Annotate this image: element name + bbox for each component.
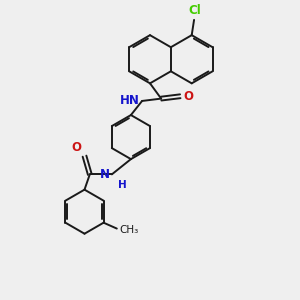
Text: H: H — [118, 180, 127, 190]
Text: O: O — [72, 141, 82, 154]
Text: HN: HN — [120, 94, 140, 107]
Text: O: O — [184, 90, 194, 103]
Text: N: N — [100, 168, 110, 181]
Text: CH₃: CH₃ — [119, 225, 138, 235]
Text: Cl: Cl — [188, 4, 201, 17]
